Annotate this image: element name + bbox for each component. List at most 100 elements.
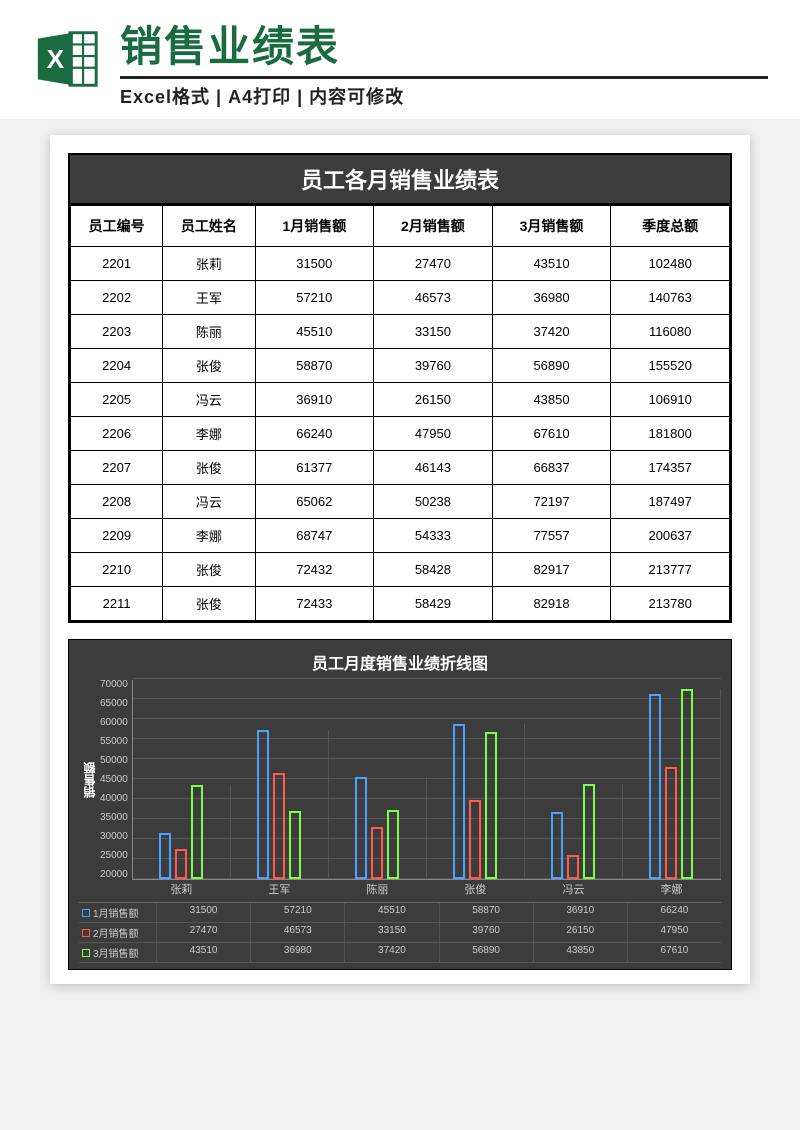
chart-plot-area: 张莉王军陈丽张俊冯云李娜 (132, 680, 721, 880)
table-cell: 2204 (71, 349, 163, 383)
table-row: 2204张俊588703976056890155520 (71, 349, 730, 383)
table-cell: 33150 (374, 315, 493, 349)
table-cell: 67610 (492, 417, 611, 451)
table-cell: 26150 (374, 383, 493, 417)
chart-bar (159, 833, 171, 879)
sub-title: Excel格式 | A4打印 | 内容可修改 (120, 83, 768, 109)
table-cell: 174357 (611, 451, 730, 485)
table-cell: 46143 (374, 451, 493, 485)
chart-bar (485, 732, 497, 880)
chart-bar (551, 812, 563, 880)
chart-title: 员工月度销售业绩折线图 (79, 650, 721, 674)
table-row: 2206李娜662404795067610181800 (71, 417, 730, 451)
table-cell: 68747 (255, 519, 374, 553)
table-cell: 155520 (611, 349, 730, 383)
table-cell: 46573 (374, 281, 493, 315)
table-cell: 2211 (71, 587, 163, 621)
table-title: 员工各月销售业绩表 (70, 155, 730, 205)
table-cell: 张俊 (163, 451, 255, 485)
document-page: 员工各月销售业绩表 员工编号员工姓名1月销售额2月销售额3月销售额季度总额 22… (50, 135, 750, 984)
excel-icon: X (32, 24, 102, 94)
table-row: 2210张俊724325842882917213777 (71, 553, 730, 587)
main-title: 销售业绩表 (120, 24, 768, 79)
table-cell: 106910 (611, 383, 730, 417)
chart-bar-group: 张莉 (133, 785, 231, 879)
table-row: 2205冯云369102615043850106910 (71, 383, 730, 417)
table-column-header: 1月销售额 (255, 206, 374, 247)
chart-legend-row: 2月销售额274704657333150397602615047950 (79, 923, 721, 943)
table-cell: 2205 (71, 383, 163, 417)
chart-bar (257, 730, 269, 879)
table-cell: 2208 (71, 485, 163, 519)
table-column-header: 3月销售额 (492, 206, 611, 247)
table-cell: 27470 (374, 247, 493, 281)
table-cell: 50238 (374, 485, 493, 519)
table-cell: 2207 (71, 451, 163, 485)
y-axis-ticks: 7000065000600005500050000450004000035000… (100, 680, 132, 880)
table-cell: 58428 (374, 553, 493, 587)
x-axis-label: 陈丽 (329, 881, 426, 897)
table-cell: 72197 (492, 485, 611, 519)
chart-bar (583, 784, 595, 879)
chart-bar-group: 李娜 (623, 689, 721, 879)
table-cell: 31500 (255, 247, 374, 281)
table-cell: 张俊 (163, 349, 255, 383)
x-axis-label: 李娜 (623, 881, 720, 897)
chart-legend-cell: 36910 (534, 903, 628, 922)
chart-legend-cell: 47950 (628, 923, 721, 942)
table-cell: 54333 (374, 519, 493, 553)
chart-legend-row: 3月销售额435103698037420568904385067610 (79, 943, 721, 963)
table-cell: 2210 (71, 553, 163, 587)
table-cell: 213780 (611, 587, 730, 621)
table-cell: 116080 (611, 315, 730, 349)
chart-bar (371, 827, 383, 880)
table-cell: 张莉 (163, 247, 255, 281)
chart-legend-cell: 46573 (251, 923, 345, 942)
table-cell: 72433 (255, 587, 374, 621)
chart-bar-group: 冯云 (525, 784, 623, 879)
chart-legend-cell: 36980 (251, 943, 345, 962)
chart-bar (387, 810, 399, 880)
table-cell: 36910 (255, 383, 374, 417)
chart-legend-cell: 66240 (628, 903, 721, 922)
table-cell: 2202 (71, 281, 163, 315)
y-axis-label: 销售额 (79, 680, 100, 880)
chart-legend-cell: 45510 (345, 903, 439, 922)
table-header-row: 员工编号员工姓名1月销售额2月销售额3月销售额季度总额 (71, 206, 730, 247)
chart-legend-cell: 43850 (534, 943, 628, 962)
table-cell: 58429 (374, 587, 493, 621)
chart-bar (567, 855, 579, 880)
table-cell: 72432 (255, 553, 374, 587)
chart-bar (355, 777, 367, 879)
page-header: X 销售业绩表 Excel格式 | A4打印 | 内容可修改 (0, 0, 800, 119)
table-cell: 213777 (611, 553, 730, 587)
chart-bar-group: 陈丽 (329, 777, 427, 879)
chart-legend-cell: 43510 (157, 943, 251, 962)
table-cell: 181800 (611, 417, 730, 451)
chart-legend-cell: 56890 (440, 943, 534, 962)
table-cell: 2203 (71, 315, 163, 349)
table-cell: 2209 (71, 519, 163, 553)
table-cell: 王军 (163, 281, 255, 315)
sales-table: 员工各月销售业绩表 员工编号员工姓名1月销售额2月销售额3月销售额季度总额 22… (68, 153, 732, 623)
chart-legend-cell: 39760 (440, 923, 534, 942)
chart-legend-cell: 67610 (628, 943, 721, 962)
chart-legend-cell: 37420 (345, 943, 439, 962)
table-cell: 36980 (492, 281, 611, 315)
table-cell: 65062 (255, 485, 374, 519)
table-cell: 56890 (492, 349, 611, 383)
chart-legend-cell: 58870 (440, 903, 534, 922)
table-cell: 冯云 (163, 485, 255, 519)
table-cell: 2201 (71, 247, 163, 281)
chart-bar (289, 811, 301, 879)
data-table: 员工编号员工姓名1月销售额2月销售额3月销售额季度总额 2201张莉315002… (70, 205, 730, 621)
chart-bar-group: 张俊 (427, 724, 525, 879)
chart-bar (273, 773, 285, 879)
x-axis-label: 张俊 (427, 881, 524, 897)
chart-legend-cell: 57210 (251, 903, 345, 922)
table-row: 2209李娜687475433377557200637 (71, 519, 730, 553)
table-row: 2207张俊613774614366837174357 (71, 451, 730, 485)
chart-bar (681, 689, 693, 879)
table-cell: 张俊 (163, 587, 255, 621)
chart-legend-cell: 33150 (345, 923, 439, 942)
